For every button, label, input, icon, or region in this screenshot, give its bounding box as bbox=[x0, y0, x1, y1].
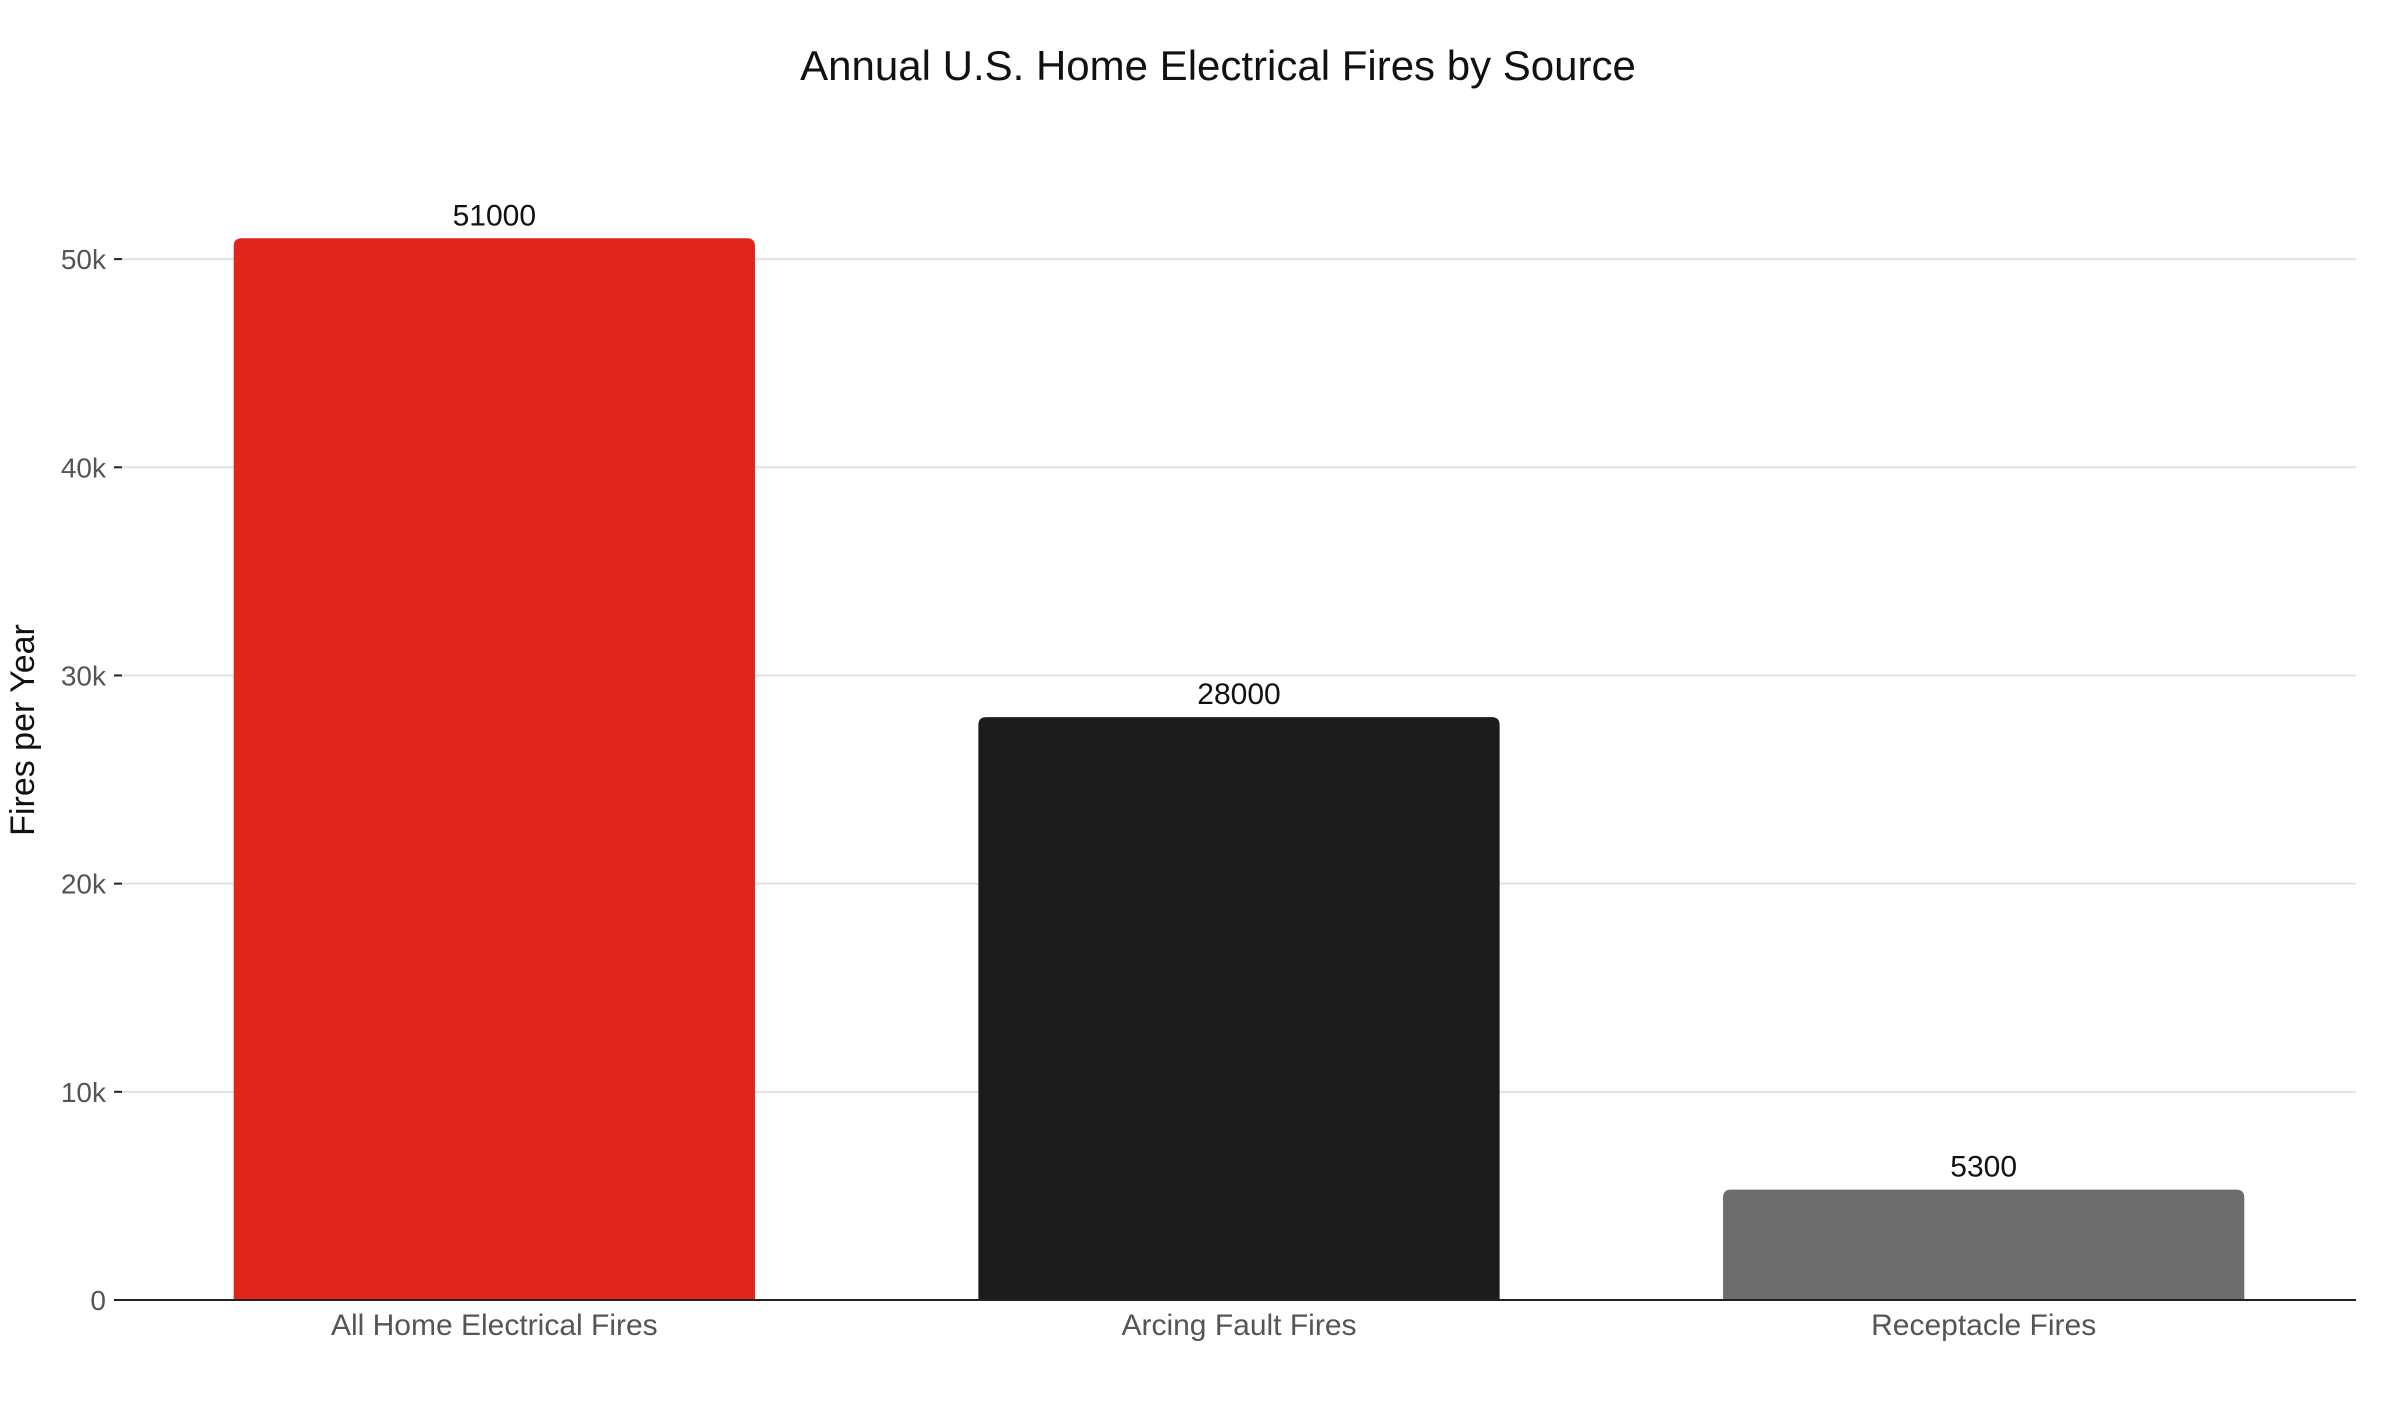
bar-all-home-electrical-fires bbox=[233, 238, 755, 1301]
x-tick-label: Receptacle Fires bbox=[1871, 1309, 2096, 1342]
y-tick-label: 30k bbox=[61, 660, 107, 691]
x-tick-label: All Home Electrical Fires bbox=[331, 1309, 658, 1342]
y-tick-label: 40k bbox=[61, 452, 107, 483]
data-labels: 51000 28000 5300 bbox=[453, 199, 2017, 1183]
bar-receptacle-fires bbox=[1723, 1189, 2245, 1300]
y-tick-label: 50k bbox=[61, 244, 107, 275]
axes: 0 10k 20k 30k 40k 50k All Home Electrical Fire… bbox=[61, 244, 2356, 1342]
data-label: 51000 bbox=[453, 199, 536, 232]
data-label: 28000 bbox=[1197, 678, 1280, 711]
y-tick-label: 20k bbox=[61, 869, 107, 900]
bar-arcing-fault-fires bbox=[978, 717, 1500, 1300]
data-label: 5300 bbox=[1950, 1151, 2017, 1184]
y-axis-label: Fires per Year bbox=[4, 624, 42, 836]
bars bbox=[233, 238, 2245, 1301]
x-tick-label: Arcing Fault Fires bbox=[1121, 1309, 1356, 1342]
y-tick-label: 10k bbox=[61, 1077, 107, 1108]
y-tick-label: 0 bbox=[90, 1285, 106, 1316]
chart-title: Annual U.S. Home Electrical Fires by Sou… bbox=[800, 42, 1636, 89]
